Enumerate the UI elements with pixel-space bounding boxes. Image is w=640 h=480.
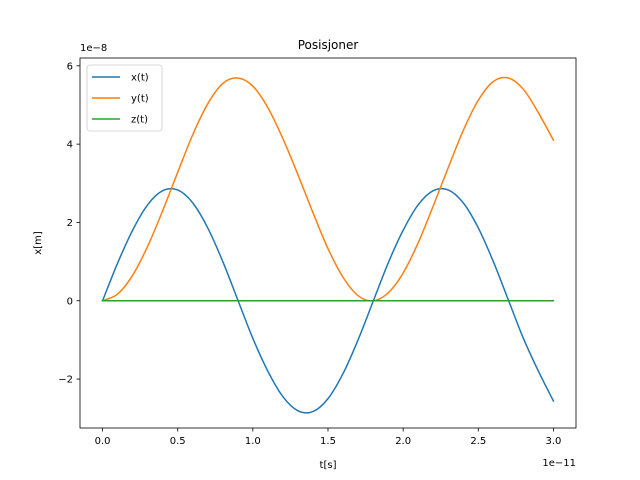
y-offset-text: 1e−8: [80, 43, 107, 54]
x-axis-label: t[s]: [320, 460, 337, 471]
legend: x(t) y(t) z(t): [86, 64, 163, 132]
y-tick-label: −2: [58, 375, 73, 386]
x-tick-label: 1.5: [320, 436, 336, 447]
x-tick-label: 1.0: [245, 436, 261, 447]
legend-box: [86, 64, 163, 132]
series-line-0: [101, 187, 555, 414]
x-axis: 0.0 0.5 1.0 1.5 2.0 2.5 3.0: [95, 428, 562, 447]
plot-area: [80, 58, 576, 428]
series-line-1: [101, 76, 555, 302]
y-axis: −2 0 2 4 6: [58, 61, 80, 386]
x-tick-label: 2.0: [395, 436, 411, 447]
y-axis-label: x[m]: [33, 231, 44, 255]
x-tick-label: 0.0: [95, 436, 111, 447]
y-tick-label: 2: [67, 218, 73, 229]
y-tick-label: 6: [67, 61, 73, 72]
y-tick-label: 4: [67, 140, 73, 151]
legend-label-1: y(t): [131, 94, 149, 105]
x-tick-label: 2.5: [470, 436, 486, 447]
x-offset-text: 1e−11: [542, 458, 576, 469]
x-tick-label: 3.0: [546, 436, 562, 447]
legend-label-2: z(t): [131, 115, 148, 126]
series-lines: [101, 76, 555, 414]
chart-title: Posisjoner: [298, 38, 359, 52]
legend-label-0: x(t): [131, 73, 149, 84]
y-tick-label: 0: [67, 296, 73, 307]
x-tick-label: 0.5: [170, 436, 186, 447]
